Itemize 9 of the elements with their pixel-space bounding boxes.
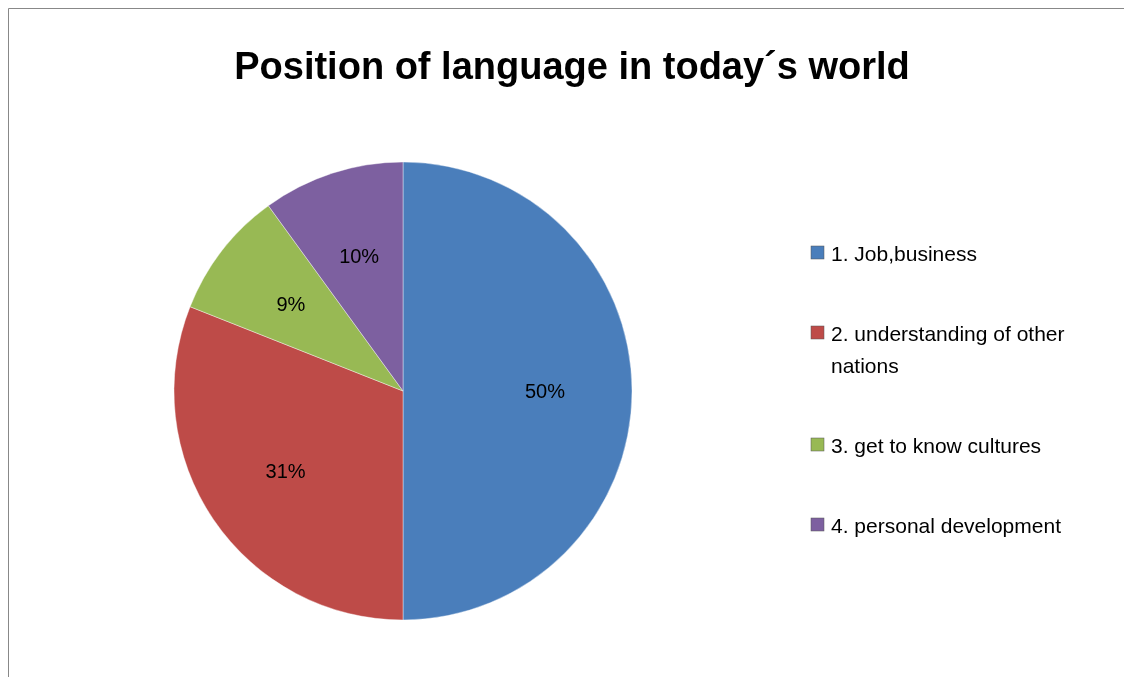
legend-label: 3. get to know cultures [831,433,1042,457]
data-label: 31% [265,459,306,482]
legend-label: 2. understanding of other nations [831,321,1065,377]
legend-label: 4. personal development [831,513,1062,537]
chart-title: Position of language in today´s world [234,45,910,87]
data-label: 50% [524,380,566,402]
data-label: 9% [276,292,306,315]
legend-label: 1. Job,business [831,241,977,265]
data-label: 10% [339,244,380,267]
